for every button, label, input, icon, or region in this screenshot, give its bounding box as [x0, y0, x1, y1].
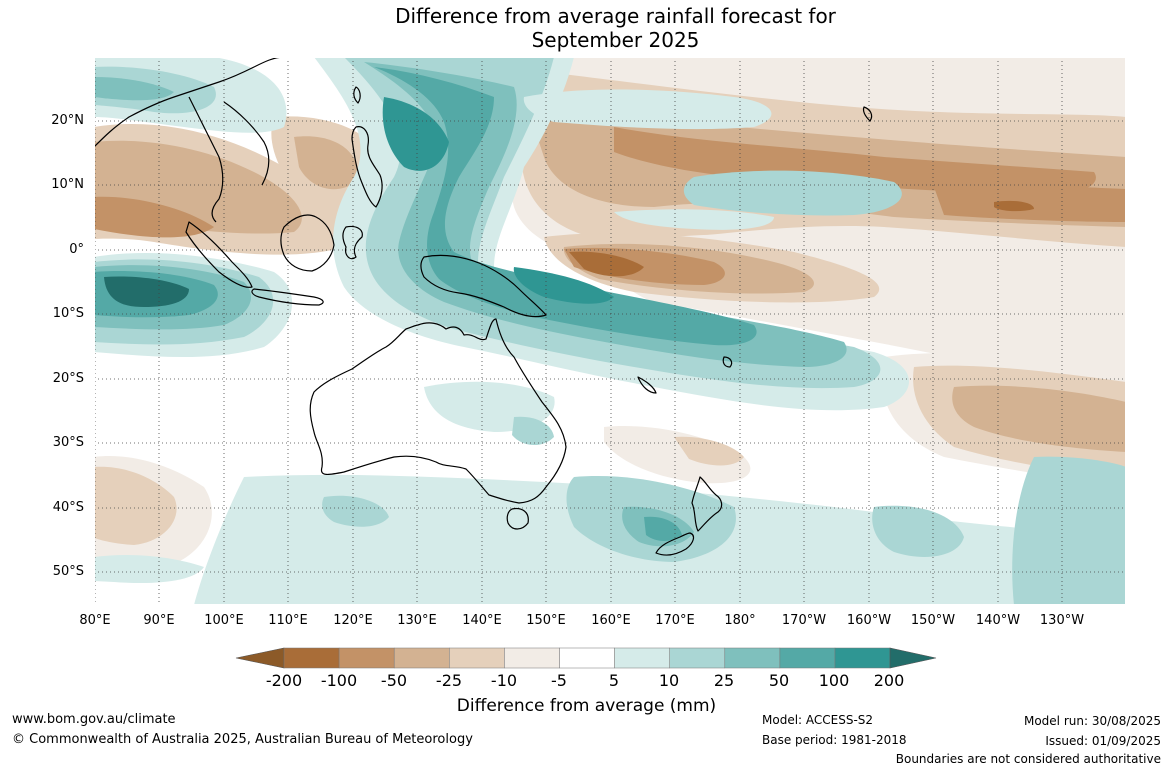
- new-caledonia-coastline: [637, 376, 657, 394]
- legend-cell: [669, 647, 726, 669]
- map-title: Difference from average rainfall forecas…: [0, 4, 1173, 52]
- new-zealand-north-coastline: [691, 476, 723, 532]
- lat-label: 10°S: [52, 306, 84, 321]
- java-coastline: [251, 288, 324, 306]
- legend-cell: [449, 647, 505, 669]
- legend-tick: -50: [380, 671, 408, 690]
- legend-tick: 50: [768, 671, 790, 690]
- hawaii-coastline: [862, 106, 873, 122]
- philippines-coastline: [351, 126, 383, 208]
- australia-coastline: [309, 318, 567, 504]
- legend-cell: [393, 647, 450, 669]
- lat-label: 30°S: [52, 435, 84, 450]
- wet-anomaly-regions: [94, 57, 1126, 605]
- lat-label: 20°S: [52, 371, 84, 386]
- lat-label: 0°: [69, 242, 84, 257]
- dry-anomaly-regions: [94, 57, 1126, 568]
- lon-label: 140°E: [462, 613, 502, 628]
- website-link[interactable]: www.bom.gov.au/climate: [12, 712, 176, 727]
- lon-label: 180°: [724, 613, 756, 628]
- lon-label: 130°E: [397, 613, 437, 628]
- lon-label: 160°W: [846, 613, 892, 628]
- model-name: Model: ACCESS-S2: [762, 713, 874, 727]
- fiji-coastline: [722, 356, 733, 368]
- lat-label: 10°N: [51, 177, 84, 192]
- map-canvas: [94, 57, 1126, 605]
- lon-label: 170°E: [655, 613, 695, 628]
- legend-cells: [283, 647, 891, 669]
- lon-label: 160°E: [591, 613, 631, 628]
- title-line-2: September 2025: [531, 28, 700, 52]
- borneo-coastline: [280, 214, 335, 272]
- lon-label: 150°W: [910, 613, 956, 628]
- taiwan-coastline: [353, 86, 361, 104]
- sulawesi-coastline: [342, 225, 363, 260]
- legend-tick: -200: [265, 671, 303, 690]
- copyright-text: © Commonwealth of Australia 2025, Austra…: [12, 732, 473, 747]
- lat-label: 20°N: [51, 113, 84, 128]
- legend-tick: -10: [490, 671, 518, 690]
- legend-cell: [559, 647, 615, 669]
- legend-cell: [338, 647, 395, 669]
- legend-tick: 200: [873, 671, 905, 690]
- lon-label: 110°E: [268, 613, 308, 628]
- new-guinea-coastline: [420, 254, 547, 318]
- lat-label: 40°S: [52, 500, 84, 515]
- asia-mainland-coastline: [94, 57, 285, 223]
- legend-tick: -100: [320, 671, 358, 690]
- model-run-date: Model run: 30/08/2025: [1023, 714, 1161, 728]
- coastlines: [94, 57, 873, 556]
- lat-label: 50°S: [52, 564, 84, 579]
- title-line-1: Difference from average rainfall forecas…: [395, 4, 836, 28]
- new-zealand-south-coastline: [655, 532, 695, 556]
- lon-label: 80°E: [79, 613, 111, 628]
- legend-tick: -25: [435, 671, 463, 690]
- legend-colorbar: [235, 647, 937, 669]
- lon-label: 140°W: [975, 613, 1021, 628]
- base-period: Base period: 1981-2018: [762, 733, 907, 747]
- lon-label: 90°E: [143, 613, 175, 628]
- boundaries-disclaimer: Boundaries are not considered authoritat…: [895, 752, 1161, 766]
- tasmania-coastline: [506, 507, 529, 530]
- legend-tick: -5: [551, 671, 567, 690]
- legend-cell: [504, 647, 560, 669]
- legend-arrow-low: [235, 647, 285, 669]
- legend-tick: 10: [658, 671, 680, 690]
- rainfall-map: [94, 57, 1126, 605]
- legend-cell: [724, 647, 781, 669]
- lon-label: 150°E: [526, 613, 566, 628]
- legend-tick: 5: [608, 671, 620, 690]
- legend-label: Difference from average (mm): [456, 696, 717, 716]
- lon-label: 130°W: [1039, 613, 1085, 628]
- legend-arrow-high: [889, 647, 937, 669]
- issued-date: Issued: 01/09/2025: [1045, 734, 1161, 748]
- legend-cell: [834, 647, 891, 669]
- legend-tick: 100: [818, 671, 850, 690]
- lon-label: 170°W: [781, 613, 827, 628]
- legend-tick: 25: [713, 671, 735, 690]
- legend-cell: [779, 647, 836, 669]
- lon-label: 100°E: [204, 613, 244, 628]
- sumatra-coastline: [185, 221, 253, 288]
- lon-label: 120°E: [333, 613, 373, 628]
- legend-cell: [614, 647, 670, 669]
- legend-cell: [283, 647, 340, 669]
